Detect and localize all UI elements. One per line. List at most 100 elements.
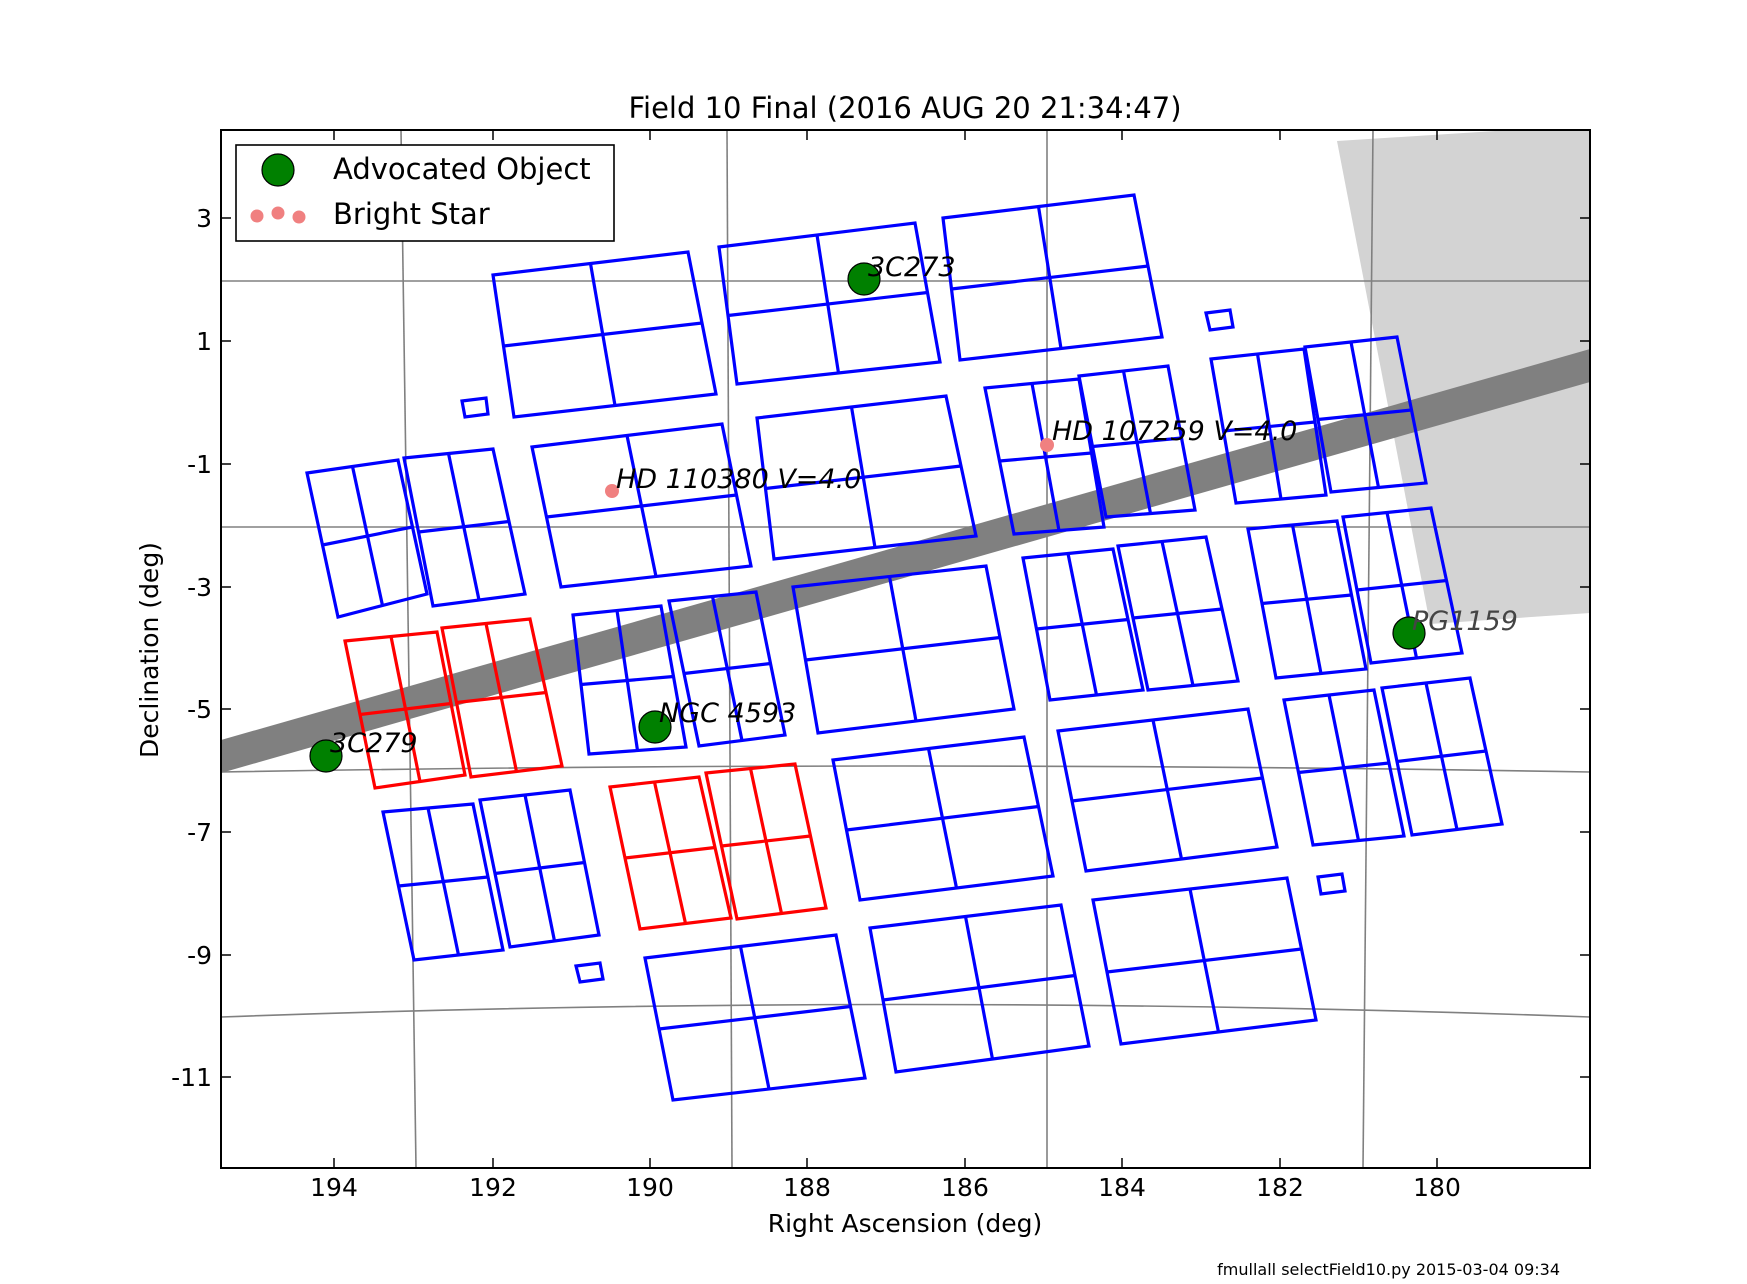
ccd-boundary <box>805 635 1001 662</box>
ccd-boundary <box>1317 408 1412 422</box>
ccd-module <box>1021 547 1145 702</box>
object-label: PG1159 <box>1412 606 1518 637</box>
x-tick-label: 182 <box>1256 1173 1304 1202</box>
ccd-module <box>717 221 942 386</box>
ccd-boundary <box>951 264 1149 291</box>
ccd-boundary <box>999 451 1092 463</box>
ccd-module <box>1341 506 1464 665</box>
x-tick-label: 186 <box>941 1173 989 1202</box>
y-tick-label: -5 <box>187 695 212 724</box>
object-label: NGC 4593 <box>659 698 796 729</box>
object-label: 3C279 <box>330 728 418 759</box>
ccd-boundary <box>1132 607 1223 620</box>
x-tick-label: 190 <box>626 1173 674 1202</box>
ccd-module <box>530 422 753 589</box>
ccd-boundary <box>1106 947 1302 974</box>
ccd-module <box>478 788 601 949</box>
fine-guidance-sensor <box>1316 872 1347 896</box>
object-label: 3C273 <box>868 252 956 283</box>
x-tick-label: 194 <box>310 1173 358 1202</box>
legend-label: Advocated Object <box>333 152 591 186</box>
ccd-module <box>381 802 505 962</box>
legend-marker-bright-star <box>250 206 306 224</box>
bright-star-marker <box>1040 438 1054 452</box>
ccd-boundary <box>398 875 489 888</box>
ecliptic-band <box>221 349 1590 773</box>
ccd-module <box>755 394 978 561</box>
ccd-module <box>305 458 429 619</box>
ccd-module <box>1303 335 1428 494</box>
bright-star-marker <box>605 484 619 498</box>
ccd-boundary <box>624 845 716 860</box>
y-tick-label: -11 <box>171 1063 212 1092</box>
y-axis-label: Declination (deg) <box>135 542 164 758</box>
star-label: HD 107259 V=4.0 <box>1052 416 1297 447</box>
ccd-module <box>1282 688 1406 847</box>
legend-box <box>235 144 615 242</box>
ccd-boundary <box>1036 617 1129 631</box>
campaign-fields <box>305 193 1504 1102</box>
y-tick-label: -7 <box>187 818 212 847</box>
ccd-module <box>643 933 867 1102</box>
ccd-boundary <box>1261 593 1352 606</box>
ccd-boundary <box>494 860 585 876</box>
advocated-object-marker <box>309 739 343 773</box>
x-tick-label: 184 <box>1098 1173 1146 1202</box>
ccd-module <box>941 193 1164 362</box>
ccd-boundary <box>727 290 928 318</box>
ccd-boundary <box>846 804 1039 832</box>
ccd-boundary <box>456 690 547 705</box>
y-tick-label: 1 <box>196 327 212 356</box>
ccd-boundary <box>503 321 703 348</box>
advocated-object-marker <box>847 262 881 296</box>
plot-frame <box>220 129 1591 1169</box>
ccd-boundary <box>322 525 413 547</box>
bright-stars <box>605 438 1054 498</box>
ccd-boundary <box>683 661 771 676</box>
advocated-object-marker <box>1392 616 1426 650</box>
fine-guidance-sensor <box>1204 308 1235 332</box>
legend-label: Bright Star <box>333 197 490 231</box>
ccd-module <box>571 604 688 756</box>
ccd-module <box>1209 347 1328 505</box>
ccd-boundary <box>1071 776 1263 803</box>
ccd-module <box>704 762 828 921</box>
y-tick-label: -3 <box>187 573 212 602</box>
x-axis: 194 192 190 188 186 184 182 180 Right As… <box>310 130 1461 1238</box>
y-axis: 3 1 -1 -3 -5 -7 -9 -11 Declination (deg) <box>135 204 1590 1092</box>
ccd-boundary <box>1298 761 1390 775</box>
fine-guidance-sensor <box>574 961 605 984</box>
ccd-boundary <box>721 834 811 848</box>
x-tick-label: 192 <box>469 1173 517 1202</box>
y-tick-label: -9 <box>187 941 212 970</box>
ccd-boundary <box>882 973 1076 1002</box>
ccd-module <box>491 250 718 419</box>
ccd-module <box>1091 876 1318 1046</box>
advocated-objects <box>309 262 1426 773</box>
ccd-module <box>608 775 733 931</box>
ccd-module <box>440 617 564 779</box>
legend: Advocated Object Bright Star <box>235 144 615 242</box>
fine-guidance-sensor <box>460 396 490 419</box>
legend-marker-advocated <box>261 153 295 187</box>
x-axis-label: Right Ascension (deg) <box>768 1209 1043 1238</box>
star-label: HD 110380 V=4.0 <box>616 464 861 495</box>
ccd-boundary <box>1223 420 1316 433</box>
excluded-region <box>1337 130 1590 624</box>
ccd-module <box>1056 707 1279 873</box>
x-tick-label: 188 <box>783 1173 831 1202</box>
ccd-boundary <box>546 493 737 519</box>
ccd-boundary <box>658 1004 851 1031</box>
ccd-module <box>1116 535 1240 692</box>
ccd-boundary <box>1092 436 1182 449</box>
ccd-boundary <box>580 674 674 687</box>
ccd-module <box>791 564 1016 735</box>
ccd-module <box>343 630 467 790</box>
y-tick-label: 3 <box>196 204 212 233</box>
ccd-module <box>868 903 1091 1074</box>
ccd-boundary <box>1356 578 1447 592</box>
footer-credit: fmullall selectField10.py 2015-03-04 09:… <box>1217 1260 1560 1279</box>
ccd-module <box>831 735 1055 902</box>
ccd-module <box>667 590 787 748</box>
